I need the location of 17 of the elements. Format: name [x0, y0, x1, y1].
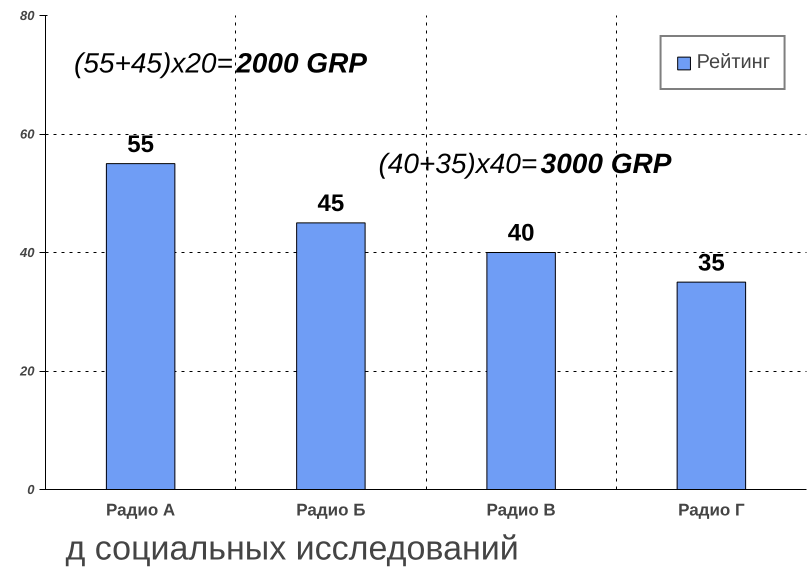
data-label: 55 [127, 130, 154, 158]
y-tick-label: 40 [19, 245, 36, 260]
x-tick-label: Радио А [106, 500, 176, 520]
text: д социальных исследований [66, 530, 519, 568]
annotation: (40+35)x40=3000 GRP [378, 148, 672, 180]
x-tick-label: Радио В [486, 500, 556, 520]
data-label: 35 [698, 249, 725, 276]
y-tick-label: 0 [27, 482, 36, 497]
y-tick-label: 60 [20, 126, 36, 142]
x-tick-label: Радио Б [296, 500, 366, 520]
y-tick-label: 20 [19, 364, 36, 378]
annotation: (55+45)x20=2000 GRP [74, 47, 368, 78]
data-label: 40 [508, 220, 534, 247]
legend-label: Рейтинг [696, 51, 770, 74]
y-tick-label: 80 [20, 8, 36, 23]
data-label: 45 [318, 190, 344, 218]
x-tick-label: Радио Г [678, 500, 746, 520]
